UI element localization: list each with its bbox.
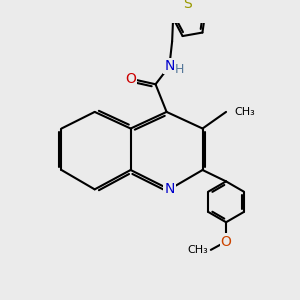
Text: CH₃: CH₃ [234, 107, 255, 117]
Text: O: O [125, 72, 136, 86]
Text: S: S [183, 0, 191, 11]
Text: N: N [164, 59, 175, 73]
Text: H: H [175, 63, 184, 76]
Text: N: N [164, 182, 175, 197]
Text: CH₃: CH₃ [187, 245, 208, 255]
Text: O: O [220, 235, 232, 249]
